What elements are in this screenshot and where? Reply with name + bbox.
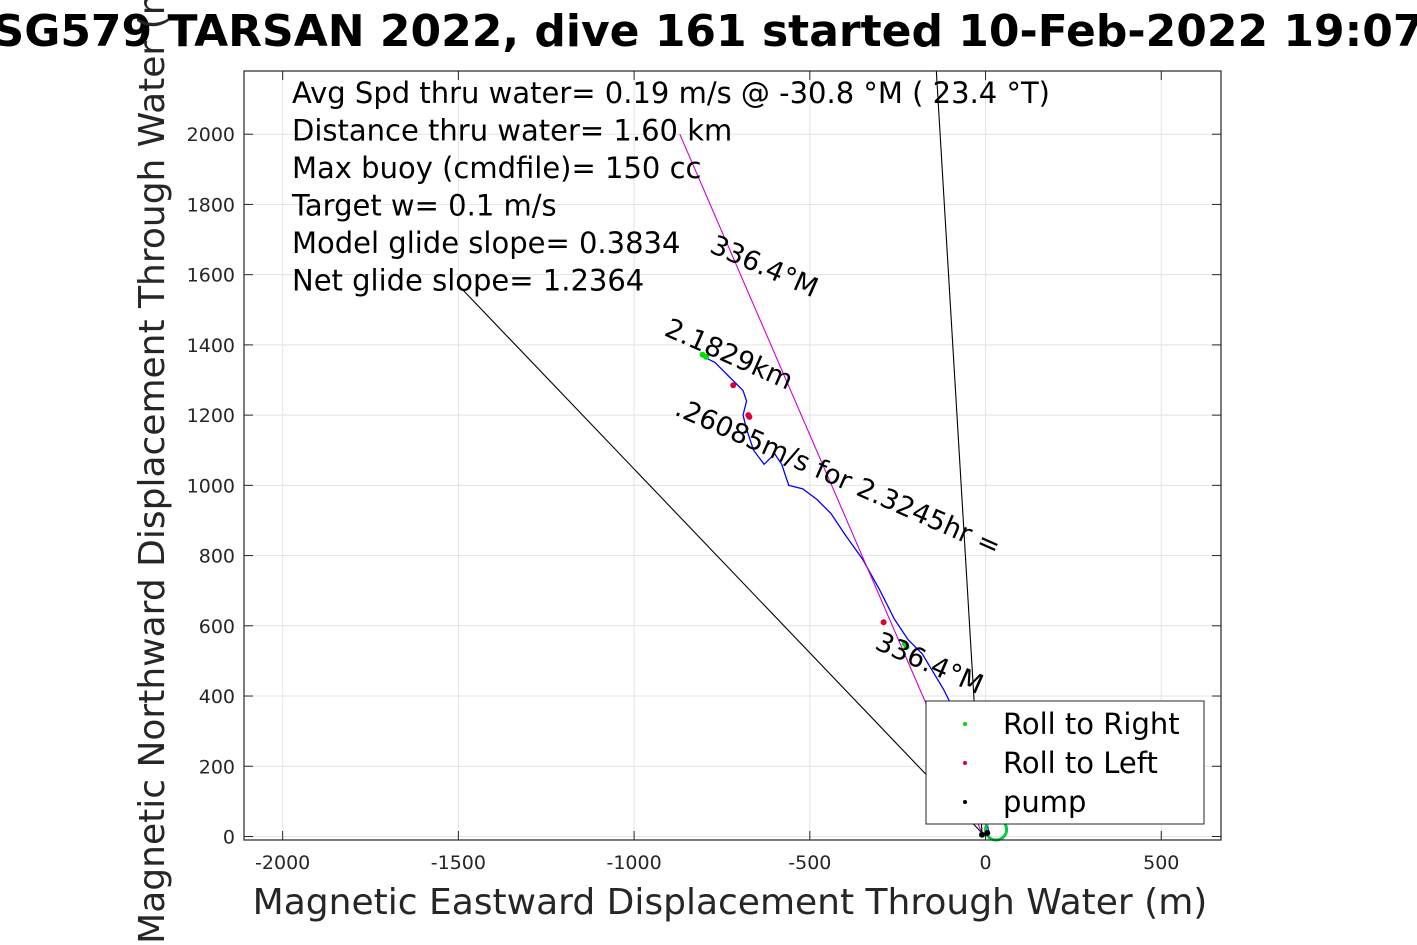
- annotation-line: Target w= 0.1 m/s: [291, 189, 557, 223]
- y-tick-label: 1400: [187, 335, 235, 357]
- marker-point: [703, 353, 710, 360]
- x-axis-ticks: -2000 -1500 -1000 -500 0 500: [255, 71, 1179, 874]
- plot-frame: [243, 70, 1222, 841]
- series-line: [457, 284, 983, 834]
- annotation-line: Net glide slope= 1.2364: [292, 264, 644, 298]
- legend-label: pump: [1003, 785, 1086, 819]
- marker-point: [730, 382, 737, 389]
- annotation-line: Avg Spd thru water= 0.19 m/s @ -30.8 °M …: [292, 76, 1050, 110]
- y-tick-label: 1000: [187, 475, 235, 497]
- legend-marker: [963, 800, 967, 804]
- chart-title: SG579 TARSAN 2022, dive 161 started 10-F…: [0, 6, 1417, 57]
- legend: Roll to Right Roll to Left pump: [925, 700, 1205, 825]
- y-tick-label: 2000: [187, 124, 235, 146]
- legend-box: [925, 700, 1205, 825]
- x-tick-label: 500: [1143, 852, 1179, 874]
- x-tick-label: -1500: [431, 852, 486, 874]
- legend-label: Roll to Right: [1003, 707, 1180, 741]
- marker-point: [984, 829, 991, 836]
- marker-point: [903, 643, 910, 650]
- y-axis-label: Magnetic Northward Displacement Through …: [132, 0, 173, 944]
- annotation-line: Max buoy (cmdfile)= 150 cc: [292, 151, 701, 185]
- marker-point: [979, 831, 986, 838]
- x-tick-label: -1000: [606, 852, 661, 874]
- y-tick-label: 1800: [187, 194, 235, 216]
- y-tick-label: 200: [199, 756, 235, 778]
- annotation-block: Avg Spd thru water= 0.19 m/s @ -30.8 °M …: [291, 76, 1050, 298]
- y-tick-label: 600: [199, 616, 235, 638]
- legend-label: Roll to Left: [1003, 746, 1158, 780]
- annotation-line: Model glide slope= 0.3834: [292, 226, 680, 260]
- series-line: [700, 354, 990, 834]
- y-tick-label: 1600: [187, 265, 235, 287]
- annotation-line: Distance thru water= 1.60 km: [292, 114, 732, 148]
- marker-point: [880, 619, 887, 626]
- x-tick-label: 0: [979, 852, 991, 874]
- y-axis-ticks: 0 200 400 600 800 1000 1200 1400 1600 1800 2000: [187, 124, 1221, 848]
- legend-marker: [963, 722, 967, 726]
- x-axis-label: Magnetic Eastward Displacement Through W…: [253, 882, 1208, 923]
- y-tick-label: 400: [199, 686, 235, 708]
- y-tick-label: 800: [199, 546, 235, 568]
- y-tick-label: 1200: [187, 405, 235, 427]
- x-tick-label: -2000: [255, 852, 310, 874]
- y-tick-label: 0: [223, 826, 235, 848]
- marker-group: [699, 351, 991, 838]
- legend-marker: [963, 761, 967, 765]
- x-tick-label: -500: [788, 852, 831, 874]
- marker-point: [746, 413, 753, 420]
- grid-lines: [244, 71, 1221, 840]
